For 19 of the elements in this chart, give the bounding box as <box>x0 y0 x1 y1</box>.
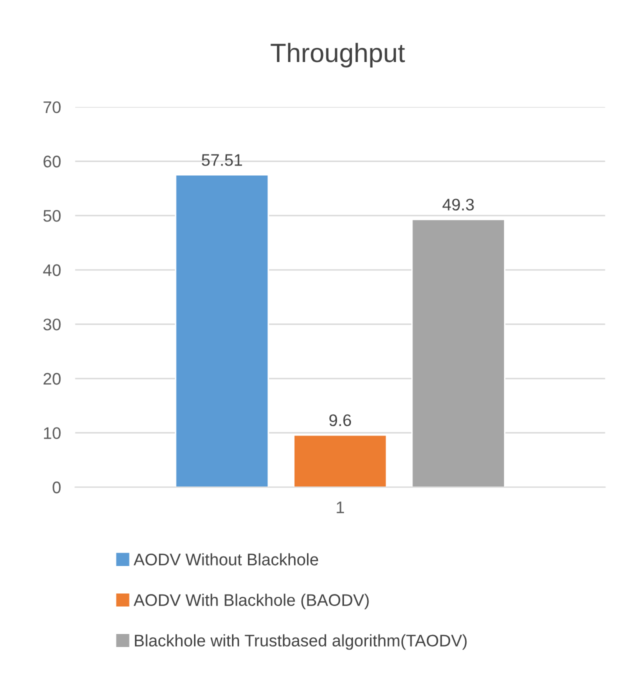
y-tick-label: 20 <box>44 372 61 385</box>
legend-label: AODV Without Blackhole <box>134 553 318 566</box>
y-tick-label: 40 <box>43 264 61 276</box>
data-label: 49.3 <box>442 198 474 211</box>
data-label: 57.51 <box>202 154 242 166</box>
y-tick-label: 60 <box>44 156 61 168</box>
y-tick-label: 50 <box>43 210 61 222</box>
y-tick-label: 30 <box>43 318 61 330</box>
bar <box>411 218 506 488</box>
x-tick-label: 1 <box>336 502 344 514</box>
legend-label: AODV With Blackhole (BAODV) <box>134 594 369 610</box>
bar <box>174 174 270 488</box>
legend-label: Blackhole with Trustbased algorithm(TAODV) <box>134 634 467 650</box>
chart-title: Throughput <box>270 42 405 68</box>
y-tick-label: 10 <box>44 427 61 440</box>
data-label: 9.6 <box>329 414 352 426</box>
y-tick-label: 70 <box>44 101 61 114</box>
y-tick-label: 0 <box>52 482 61 494</box>
bar <box>293 434 388 488</box>
